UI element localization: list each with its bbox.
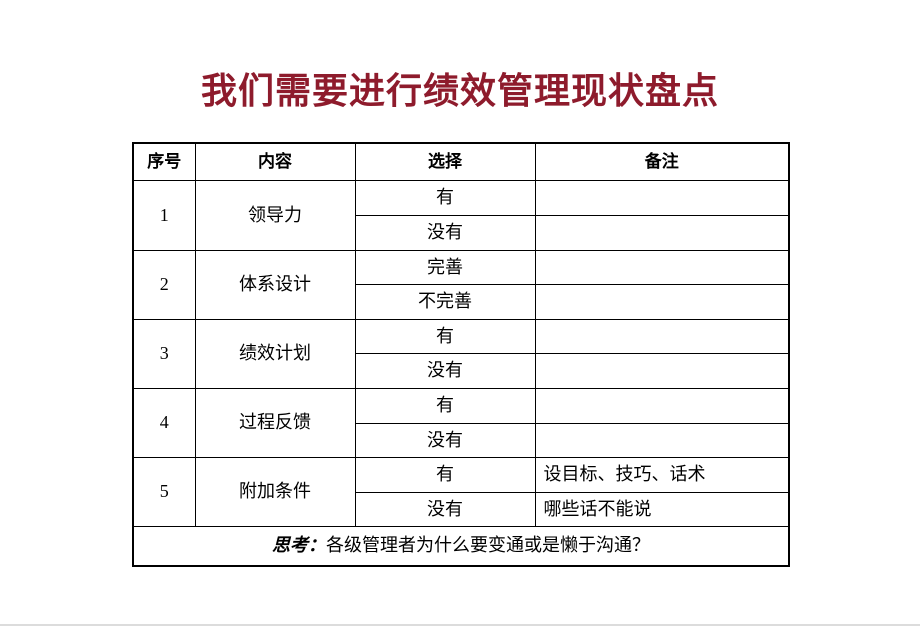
cell-note bbox=[535, 250, 789, 285]
table-row: 5 附加条件 有 设目标、技巧、话术 bbox=[133, 458, 789, 493]
cell-option: 没有 bbox=[355, 423, 535, 458]
cell-option: 不完善 bbox=[355, 285, 535, 320]
col-header-content: 内容 bbox=[195, 143, 355, 181]
table-footer-row: 思考：各级管理者为什么要变通或是懒于沟通？ bbox=[133, 527, 789, 566]
table-header-row: 序号 内容 选择 备注 bbox=[133, 143, 789, 181]
cell-option: 没有 bbox=[355, 215, 535, 250]
assessment-table-wrap: 序号 内容 选择 备注 1 领导力 有 没有 bbox=[132, 142, 788, 567]
cell-note bbox=[535, 388, 789, 423]
cell-option: 有 bbox=[355, 458, 535, 493]
cell-note bbox=[535, 215, 789, 250]
cell-option: 有 bbox=[355, 319, 535, 354]
cell-note: 设目标、技巧、话术 bbox=[535, 458, 789, 493]
cell-content: 附加条件 bbox=[195, 458, 355, 527]
cell-index: 2 bbox=[133, 250, 195, 319]
table-body: 1 领导力 有 没有 2 体系设计 完善 不完善 bbox=[133, 181, 789, 566]
cell-note bbox=[535, 354, 789, 389]
cell-content: 绩效计划 bbox=[195, 319, 355, 388]
cell-option: 完善 bbox=[355, 250, 535, 285]
cell-option: 没有 bbox=[355, 354, 535, 389]
cell-index: 3 bbox=[133, 319, 195, 388]
cell-note: 哪些话不能说 bbox=[535, 492, 789, 527]
slide-title: 我们需要进行绩效管理现状盘点 bbox=[0, 62, 920, 114]
footer-prefix: 思考： bbox=[272, 535, 326, 555]
table-row: 1 领导力 有 bbox=[133, 181, 789, 216]
cell-option: 有 bbox=[355, 388, 535, 423]
cell-note bbox=[535, 285, 789, 320]
cell-note bbox=[535, 423, 789, 458]
cell-index: 4 bbox=[133, 388, 195, 457]
table-row: 4 过程反馈 有 bbox=[133, 388, 789, 423]
cell-option: 没有 bbox=[355, 492, 535, 527]
table-row: 2 体系设计 完善 bbox=[133, 250, 789, 285]
col-header-note: 备注 bbox=[535, 143, 789, 181]
col-header-option: 选择 bbox=[355, 143, 535, 181]
assessment-table: 序号 内容 选择 备注 1 领导力 有 没有 bbox=[132, 142, 790, 567]
table-row: 3 绩效计划 有 bbox=[133, 319, 789, 354]
cell-content: 领导力 bbox=[195, 181, 355, 250]
cell-option: 有 bbox=[355, 181, 535, 216]
cell-content: 体系设计 bbox=[195, 250, 355, 319]
col-header-index: 序号 bbox=[133, 143, 195, 181]
cell-index: 5 bbox=[133, 458, 195, 527]
cell-index: 1 bbox=[133, 181, 195, 250]
footer-cell: 思考：各级管理者为什么要变通或是懒于沟通？ bbox=[133, 527, 789, 566]
cell-note bbox=[535, 319, 789, 354]
cell-content: 过程反馈 bbox=[195, 388, 355, 457]
cell-note bbox=[535, 181, 789, 216]
slide: 我们需要进行绩效管理现状盘点 序号 内容 选择 备注 1 领导力 有 bbox=[0, 0, 920, 626]
footer-text: 各级管理者为什么要变通或是懒于沟通？ bbox=[326, 535, 650, 555]
